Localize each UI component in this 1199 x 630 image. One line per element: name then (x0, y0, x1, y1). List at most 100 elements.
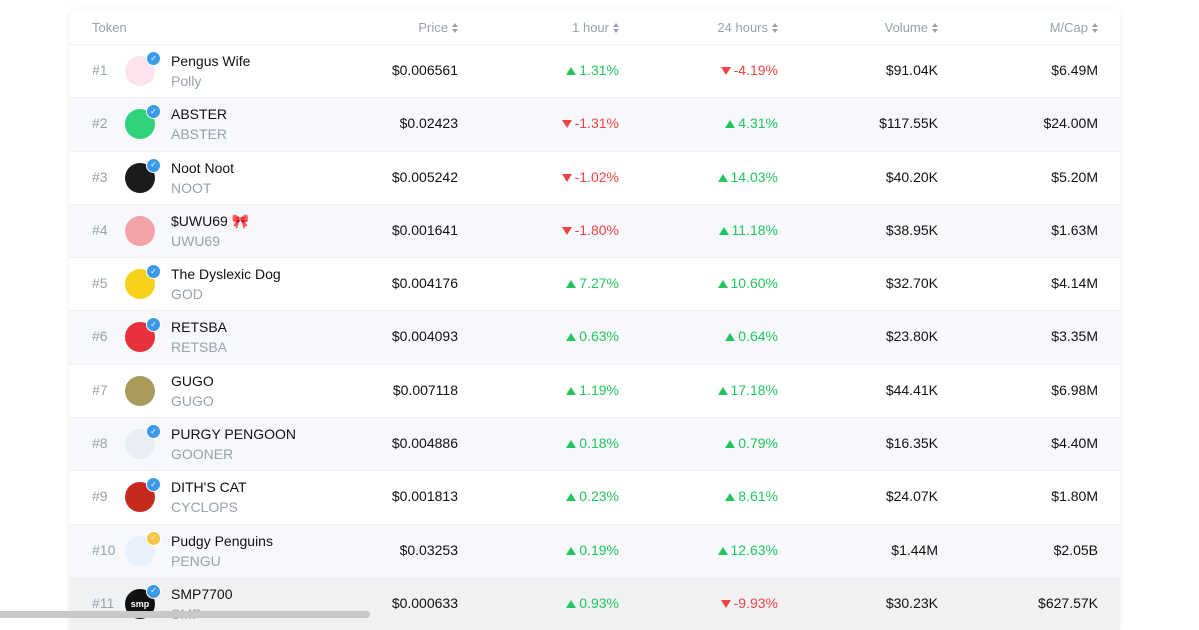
noot-avatar[interactable]: ✓ (125, 157, 161, 193)
triangle-up-icon (718, 226, 729, 235)
token-symbol: CYCLOPS (171, 499, 238, 516)
header-token-label: Token (92, 20, 127, 35)
purgy-pengoon-avatar[interactable]: ✓ (125, 424, 161, 460)
mcap-cell: $6.98M (1051, 381, 1098, 398)
uwu69-avatar[interactable] (125, 215, 155, 246)
sort-icon[interactable] (932, 22, 938, 34)
price-cell: $0.001641 (391, 221, 458, 238)
header-24h[interactable]: 24 hours (717, 20, 778, 35)
sort-icon[interactable] (452, 22, 458, 34)
change-1h-cell: 1.31% (566, 62, 619, 78)
table-row[interactable]: #1 ✓ Pengus Wife Polly $0.006561 1.31% -4.19% $… (69, 44, 1120, 97)
change-24h-cell: 10.60% (717, 275, 778, 291)
sort-icon[interactable] (772, 22, 778, 34)
table-row[interactable]: #4 $UWU69 🎀 UWU69 $0.001641 -1.80% 11.18% $38.… (69, 203, 1120, 258)
verified-badge-icon: ✓ (146, 51, 161, 66)
rank: #6 (92, 328, 108, 345)
verified-badge-icon: ✓ (146, 157, 161, 173)
header-1h-label: 1 hour (572, 20, 609, 35)
rank: #7 (92, 381, 108, 398)
verified-badge-icon: ✓ (146, 264, 161, 280)
change-1h-cell: 7.27% (566, 275, 619, 291)
token-name[interactable]: $UWU69 🎀 (171, 212, 250, 229)
pengus-wife-avatar[interactable]: ✓ (125, 51, 161, 86)
triangle-up-icon (725, 440, 736, 449)
table-row[interactable]: #6 ✓ RETSBA RETSBA $0.004093 0.63% 0.64% $23.80… (69, 310, 1120, 364)
abster-avatar[interactable]: ✓ (125, 104, 161, 140)
token-name[interactable]: SMP7700 (171, 585, 233, 602)
pudgy-penguins-avatar[interactable]: ✓ (125, 530, 161, 566)
verified-badge-icon: ✓ (146, 424, 161, 440)
change-24h-cell: 0.79% (725, 435, 778, 451)
rank: #9 (92, 488, 108, 505)
table-row[interactable]: #10 ✓ Pudgy Penguins PENGU $0.03253 0.19% 12.6… (69, 523, 1120, 577)
change-1h-value: -1.02% (574, 168, 619, 185)
table-row[interactable]: #11smp✓SMP7700SMP$0.0006330.93%-9.93%$30… (69, 576, 1120, 630)
token-name[interactable]: DITH'S CAT (171, 479, 247, 496)
gugo-avatar[interactable] (125, 375, 155, 406)
triangle-down-icon (720, 67, 731, 75)
header-1h[interactable]: 1 hour (572, 20, 619, 35)
token-name[interactable]: Noot Noot (171, 159, 235, 176)
header-volume-label: Volume (884, 20, 928, 35)
triangle-up-icon (717, 173, 728, 182)
change-1h-cell: -1.02% (561, 168, 619, 185)
table-row[interactable]: #8 ✓ PURGY PENGOON GOONER $0.004886 0.18% 0.79… (69, 417, 1120, 471)
token-name[interactable]: ABSTER (171, 106, 228, 123)
mcap-cell: $4.14M (1051, 275, 1098, 292)
mcap-cell: $1.80M (1051, 488, 1098, 505)
mcap-cell: $4.40M (1051, 435, 1098, 452)
triangle-up-icon (717, 386, 728, 395)
token-name[interactable]: The Dyslexic Dog (171, 266, 281, 283)
mcap-cell: $6.49M (1051, 62, 1098, 78)
change-1h-cell: 0.23% (566, 488, 619, 504)
volume-cell: $40.20K (885, 168, 938, 185)
mcap-cell: $24.00M (1043, 115, 1098, 132)
change-24h-cell: 0.64% (725, 328, 778, 344)
token-name[interactable]: Pudgy Penguins (171, 532, 273, 549)
dyslexic-dog-avatar[interactable]: ✓ (125, 264, 161, 300)
change-1h-value: 7.27% (579, 275, 619, 292)
rank: #5 (92, 275, 108, 292)
sort-icon[interactable] (1092, 22, 1098, 34)
token-name[interactable]: PURGY PENGOON (171, 426, 296, 443)
sort-icon[interactable] (613, 22, 619, 34)
horizontal-scrollbar[interactable] (0, 611, 370, 618)
triangle-up-icon (725, 493, 736, 502)
token-symbol: GOD (171, 286, 203, 303)
token-name[interactable]: GUGO (171, 372, 214, 389)
header-mcap[interactable]: M/Cap (1050, 20, 1098, 35)
triangle-down-icon (561, 173, 572, 182)
header-volume[interactable]: Volume (885, 20, 938, 35)
change-24h-value: 11.18% (731, 221, 778, 238)
verified-badge-icon: ✓ (146, 583, 161, 599)
table-row[interactable]: #3 ✓ Noot Noot NOOT $0.005242 -1.02% 14.03% $40… (69, 150, 1120, 204)
triangle-up-icon (717, 546, 728, 555)
change-1h-cell: 0.93% (566, 595, 619, 611)
change-1h-cell: 0.63% (566, 328, 619, 344)
table-row[interactable]: #2 ✓ ABSTER ABSTER $0.02423 -1.31% 4.31% $117.5… (69, 97, 1120, 151)
rank: #4 (92, 221, 108, 238)
diths-cat-avatar[interactable]: ✓ (125, 477, 161, 513)
token-rows: #1 ✓ Pengus Wife Polly $0.006561 1.31% -4.19% $… (69, 44, 1120, 630)
change-24h-value: 14.03% (730, 168, 778, 185)
token-name[interactable]: RETSBA (171, 319, 228, 336)
retsba-avatar[interactable]: ✓ (125, 317, 161, 353)
triangle-down-icon (561, 226, 572, 235)
token-symbol: PENGU (171, 552, 221, 569)
triangle-up-icon (566, 493, 577, 502)
token-symbol: ABSTER (171, 126, 228, 143)
header-price-label: Price (418, 20, 448, 35)
token-name[interactable]: Pengus Wife (171, 53, 251, 69)
price-cell: $0.004176 (391, 275, 458, 292)
table-row[interactable]: #9 ✓ DITH'S CAT CYCLOPS $0.001813 0.23% 8.61% $… (69, 470, 1120, 523)
price-cell: $0.007118 (392, 381, 458, 398)
table-row[interactable]: #7 GUGO GUGO $0.007118 1.19% 17.18% $44.41K $6.… (69, 363, 1120, 417)
header-price[interactable]: Price (418, 20, 458, 35)
rank: #10 (92, 541, 116, 558)
change-1h-value: -1.31% (574, 115, 619, 132)
volume-cell: $91.04K (885, 62, 938, 78)
change-1h-value: 0.19% (579, 541, 619, 558)
price-cell: $0.02423 (399, 115, 458, 132)
table-row[interactable]: #5 ✓ The Dyslexic Dog GOD $0.004176 7.27% 10.6… (69, 257, 1120, 310)
